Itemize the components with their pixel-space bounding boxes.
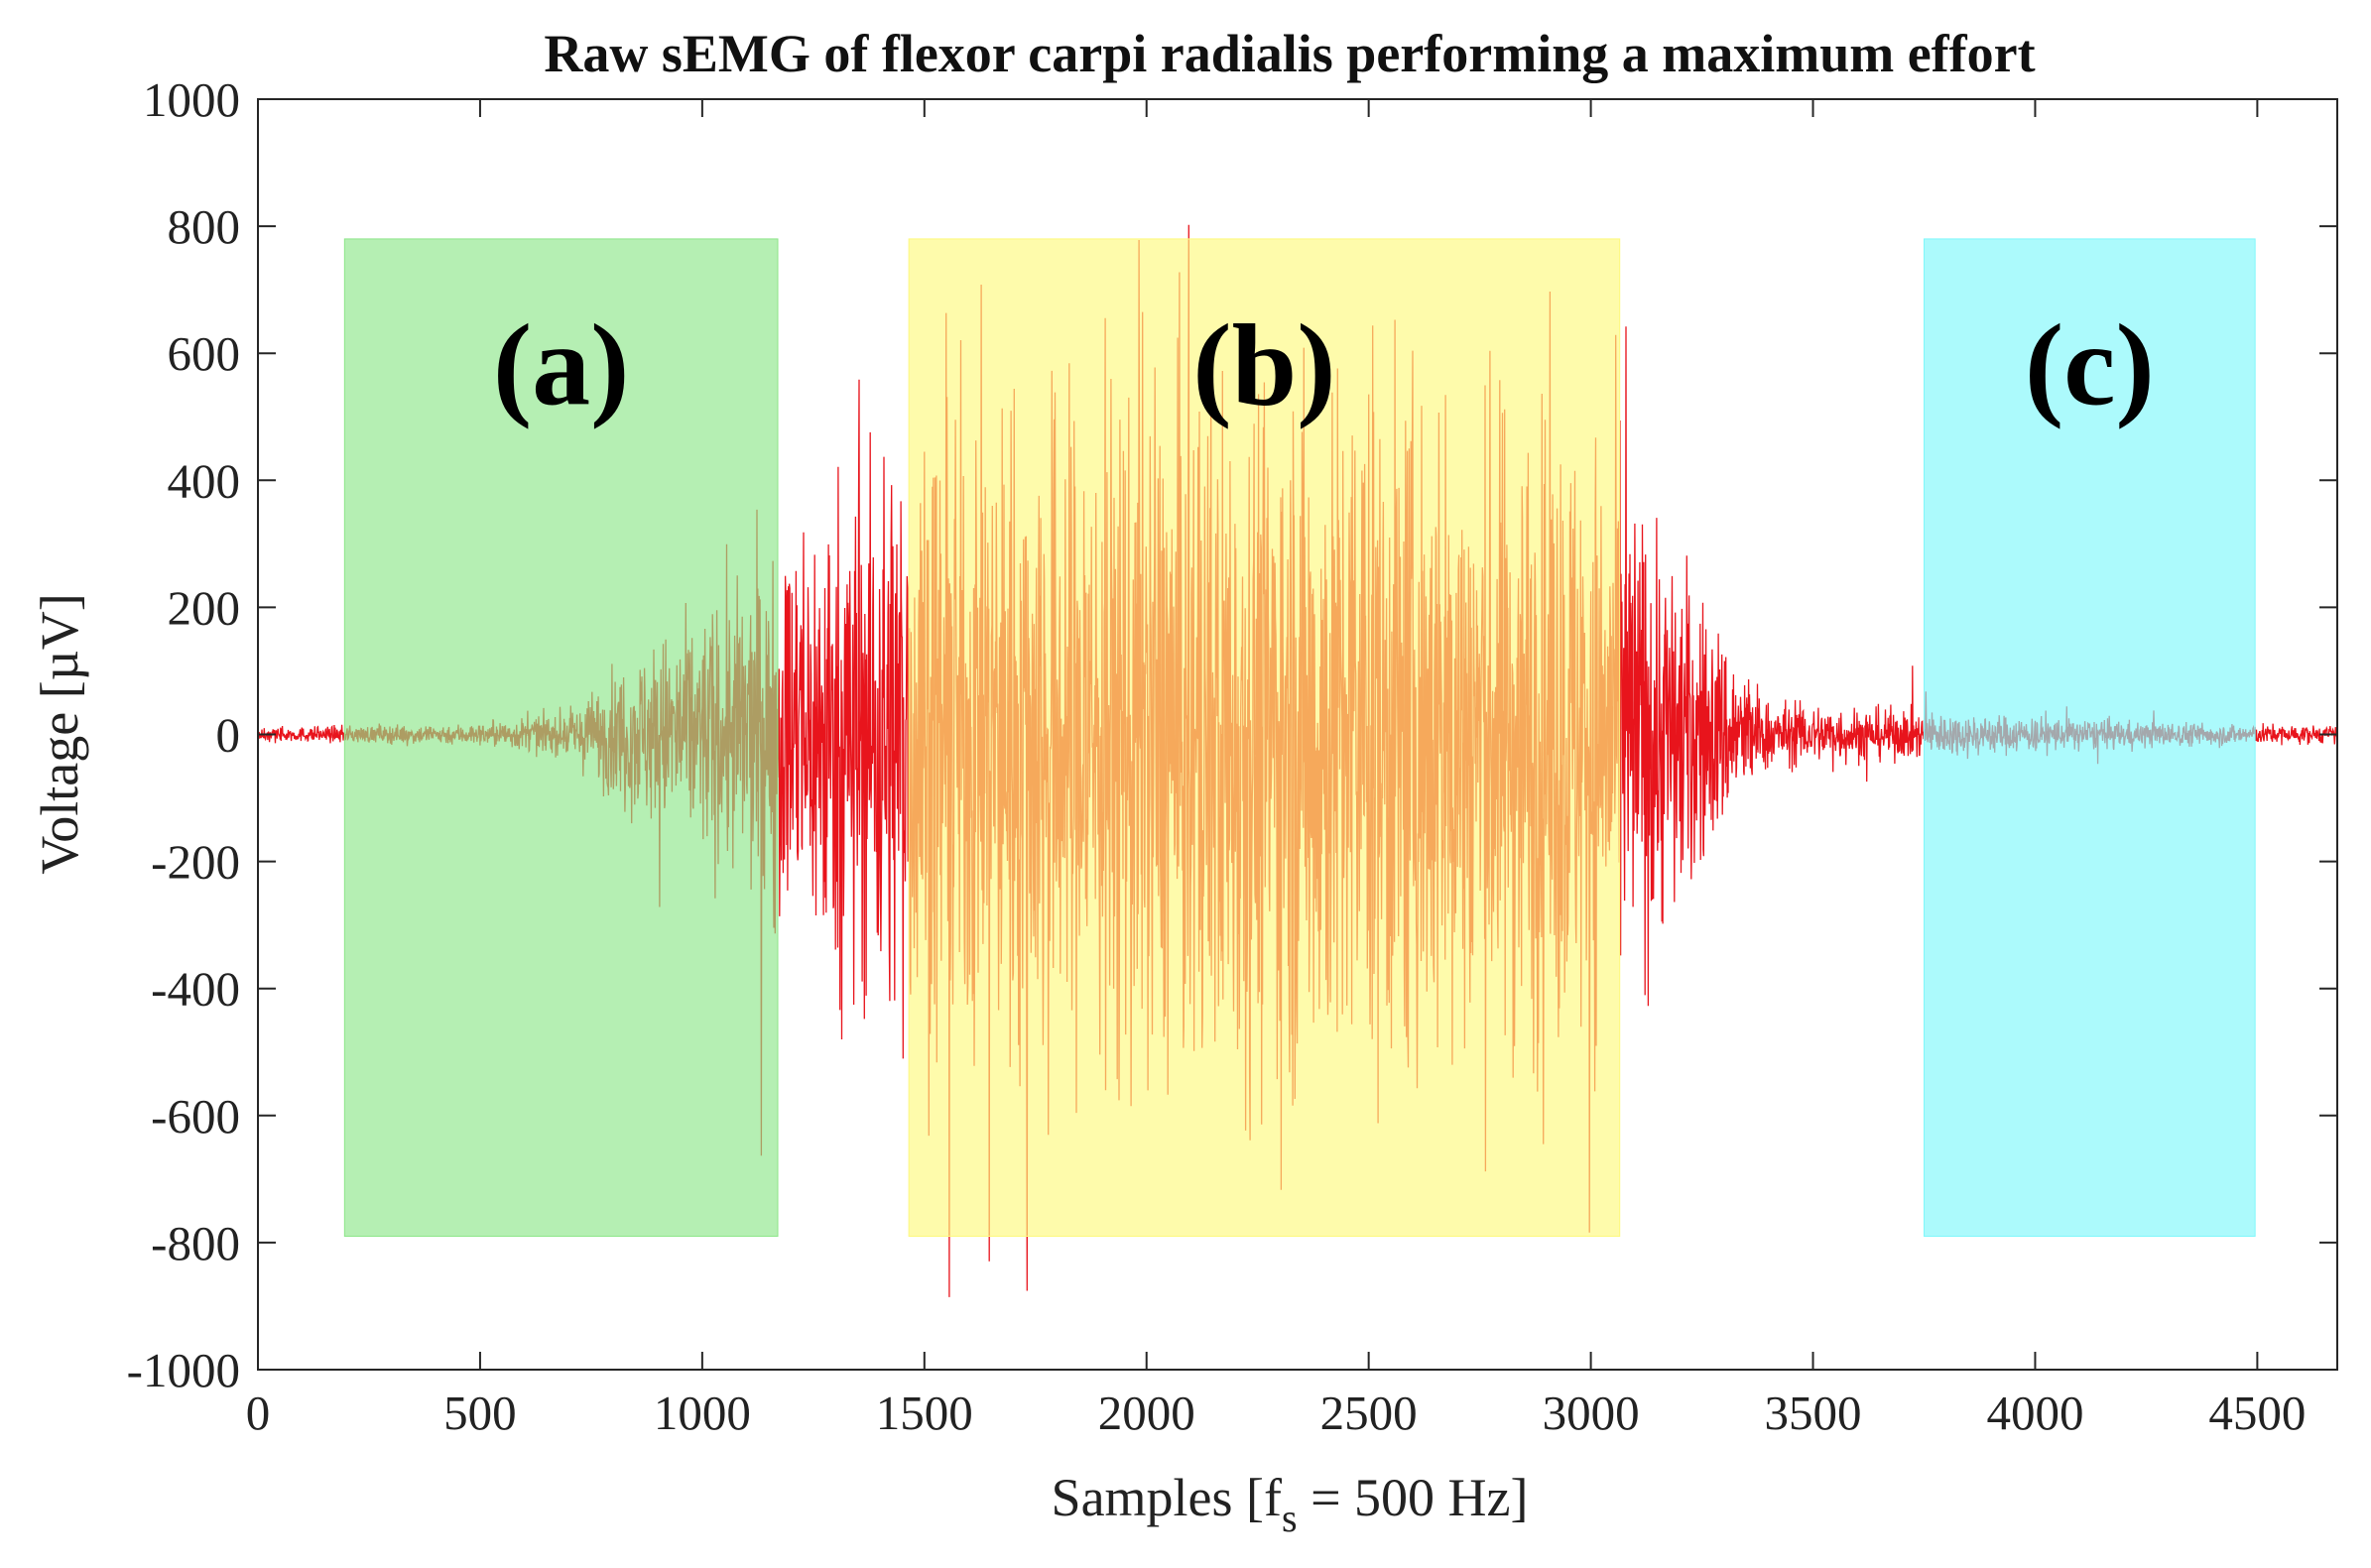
- y-tick-label: -200: [151, 835, 240, 890]
- x-tick-label: 0: [246, 1386, 271, 1440]
- region-label-2: (c): [2025, 300, 2155, 429]
- region-0: [343, 238, 779, 1237]
- x-tick-label: 3500: [1765, 1386, 1862, 1440]
- region-2: [1923, 238, 2256, 1237]
- x-tick-label: 2000: [1098, 1386, 1195, 1440]
- x-tick-label: 1000: [654, 1386, 751, 1440]
- x-axis-label-subscript: s: [1282, 1496, 1298, 1540]
- y-tick-labels: -1000 -800 -600 -400 -200 0 200 400 600 800 1000: [127, 72, 240, 1397]
- region-label-layer: (a) (b) (c): [493, 300, 2155, 429]
- region-label-0: (a): [493, 300, 630, 429]
- y-tick-label: -400: [151, 962, 240, 1017]
- x-tick-label: 3000: [1543, 1386, 1640, 1440]
- y-tick-label: 0: [216, 708, 241, 763]
- y-tick-label: -800: [151, 1216, 240, 1270]
- region-1: [908, 238, 1621, 1237]
- y-axis-label: Voltage [µV]: [30, 593, 89, 875]
- y-tick-label: 200: [168, 580, 241, 635]
- x-tick-label: 4500: [2208, 1386, 2306, 1440]
- y-tick-label: -1000: [127, 1343, 240, 1397]
- region-layer: [343, 238, 2256, 1237]
- chart-title: Raw sEMG of flexor carpi radialis perfor…: [544, 24, 2035, 83]
- x-tick-label: 500: [443, 1386, 517, 1440]
- x-axis-label: Samples [fs = 500 Hz]: [1052, 1468, 1529, 1540]
- y-tick-label: 1000: [143, 72, 240, 127]
- y-tick-label: 400: [168, 453, 241, 508]
- y-tick-label: 600: [168, 326, 241, 381]
- x-axis-label-main: Samples [f: [1052, 1468, 1282, 1527]
- x-axis-label-rest: = 500 Hz]: [1298, 1468, 1529, 1527]
- y-tick-label: 800: [168, 199, 241, 254]
- x-tick-labels: 0 500 1000 1500 2000 2500 3000 3500 4000 4500: [246, 1386, 2307, 1440]
- region-label-1: (b): [1192, 300, 1335, 429]
- axes-layer: [257, 98, 2338, 1371]
- x-tick-label: 2500: [1320, 1386, 1418, 1440]
- x-tick-label: 4000: [1986, 1386, 2083, 1440]
- y-tick-label: -600: [151, 1089, 240, 1144]
- x-tick-label: 1500: [876, 1386, 973, 1440]
